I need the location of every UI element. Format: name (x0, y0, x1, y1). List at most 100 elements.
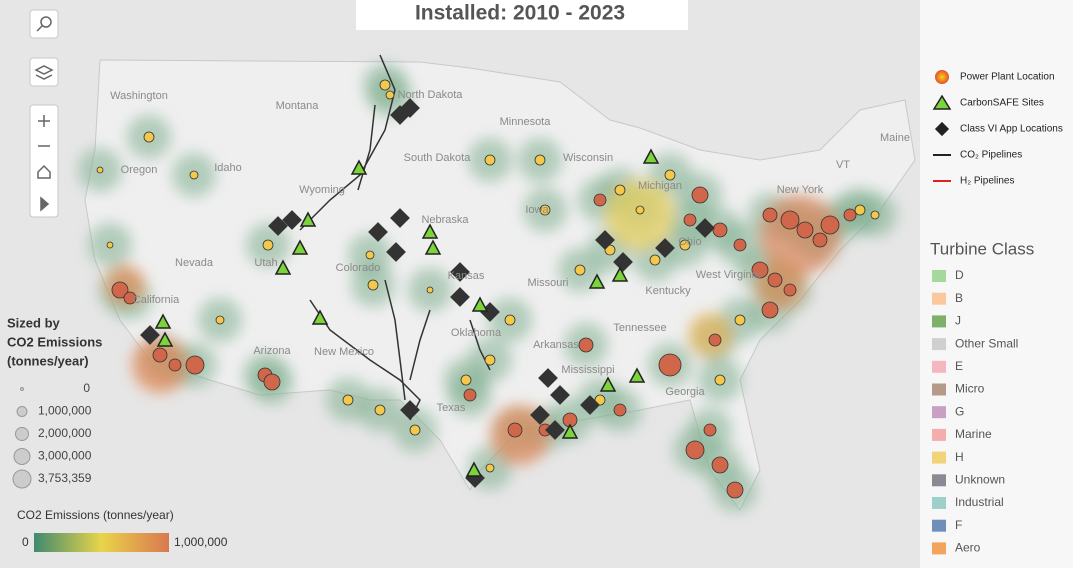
legend-icon (935, 70, 949, 84)
class-vi-location (368, 222, 388, 242)
carbonsafe-site (311, 309, 329, 325)
layers-icon (34, 65, 54, 80)
class-vi-location (545, 420, 565, 440)
layers-button[interactable] (29, 57, 59, 87)
state-label: Michigan (638, 180, 682, 192)
state-label: Missouri (528, 277, 569, 289)
power-plant (189, 170, 199, 180)
size-legend-circle (20, 387, 24, 391)
state-label: Nebraska (421, 214, 469, 226)
state-label: Nevada (175, 257, 214, 269)
power-plant (712, 222, 728, 238)
carbonsafe-site (628, 367, 646, 383)
power-plant (262, 239, 274, 251)
power-plant (365, 250, 375, 260)
color-legend: CO2 Emissions (tonnes/year) 0 1,000,000 (17, 508, 228, 552)
state-label: Minnesota (500, 116, 552, 128)
turbine-label: E (955, 359, 963, 373)
turbine-swatch (932, 497, 946, 509)
state-label: South Dakota (404, 152, 472, 164)
power-plant (761, 301, 779, 319)
class-vi-location (550, 385, 570, 405)
search-icon (36, 25, 43, 32)
legend-icon (932, 94, 952, 110)
carbonsafe-site (561, 423, 579, 439)
carbonsafe-site (291, 239, 309, 255)
zoom-in[interactable] (38, 115, 50, 127)
class-vi-location (268, 216, 288, 236)
class-vi-location (530, 405, 550, 425)
state-label: Oregon (121, 164, 158, 176)
state-label: Kentucky (645, 285, 691, 297)
carbonsafe-site (156, 331, 174, 347)
power-plant (664, 169, 676, 181)
layer-legend: Power Plant Location CarbonSAFE Sites Clas… (932, 70, 1063, 187)
power-plant (143, 131, 155, 143)
turbine-label: Micro (955, 382, 985, 396)
state-label: New York (777, 184, 824, 196)
turbine-swatch (932, 542, 946, 555)
power-plant (708, 333, 722, 347)
power-plant (679, 239, 691, 251)
class-vi-location (390, 105, 410, 125)
title: Installed: 2010 - 2023 (415, 2, 625, 25)
power-plant (123, 291, 137, 305)
carbonsafe-site (299, 211, 317, 227)
zoom-controls (29, 104, 59, 218)
class-vi-location (580, 395, 600, 415)
search-button[interactable] (29, 9, 59, 39)
co2-pipeline (409, 309, 431, 381)
power-plant (734, 314, 746, 326)
size-legend-title: Sized by (7, 315, 61, 330)
power-plant (714, 374, 726, 386)
home[interactable] (37, 164, 51, 179)
turbine-swatch (932, 451, 946, 464)
turbine-label: D (955, 268, 964, 282)
size-legend-label: 2,000,000 (38, 426, 92, 440)
class-vi-location (282, 210, 302, 230)
size-legend: Sized by CO2 Emissions (tonnes/year) 0 1,000… (7, 315, 102, 489)
state-label: Idaho (214, 162, 242, 174)
power-plant (604, 244, 616, 256)
turbine-title: Turbine Class (930, 239, 1034, 258)
power-plant (106, 241, 114, 249)
power-plant (507, 422, 523, 438)
power-plant (504, 314, 516, 326)
power-plant (658, 353, 682, 377)
power-plant (733, 238, 747, 252)
power-plant (539, 204, 551, 216)
map-marks (96, 79, 880, 499)
power-plant (683, 213, 697, 227)
power-plant (594, 394, 606, 406)
size-legend-title: (tonnes/year) (7, 353, 89, 368)
power-plant (574, 264, 586, 276)
color-legend-max: 1,000,000 (174, 535, 228, 549)
size-legend-circle (13, 448, 31, 465)
power-plant (379, 79, 391, 91)
power-plant (534, 154, 546, 166)
power-plant (578, 337, 594, 353)
turbine-label: Aero (955, 541, 981, 555)
power-plant (463, 388, 477, 402)
turbine-label: B (955, 291, 963, 305)
carbonsafe-site (424, 239, 442, 255)
state-labels: Washington Montana North Dakota Minnesota Or… (110, 89, 910, 414)
power-plant (854, 204, 866, 216)
state-label: Utah (254, 257, 277, 269)
state-label: California (133, 294, 180, 306)
state-label: New Mexico (314, 346, 374, 358)
state-label: West Virginia (696, 269, 761, 281)
power-plant (820, 215, 840, 235)
turbine-swatch (932, 315, 946, 328)
power-plant (726, 481, 744, 499)
turbine-label: Industrial (955, 495, 1004, 509)
power-plant (649, 254, 661, 266)
class-vi-location (400, 400, 420, 420)
size-legend-circle (15, 427, 29, 441)
turbine-label: F (955, 518, 962, 532)
carbonsafe-site (642, 148, 660, 164)
state-label: Iowa (525, 204, 549, 216)
play[interactable] (40, 196, 50, 212)
carbonsafe-site (471, 296, 489, 312)
power-plant (385, 90, 395, 100)
